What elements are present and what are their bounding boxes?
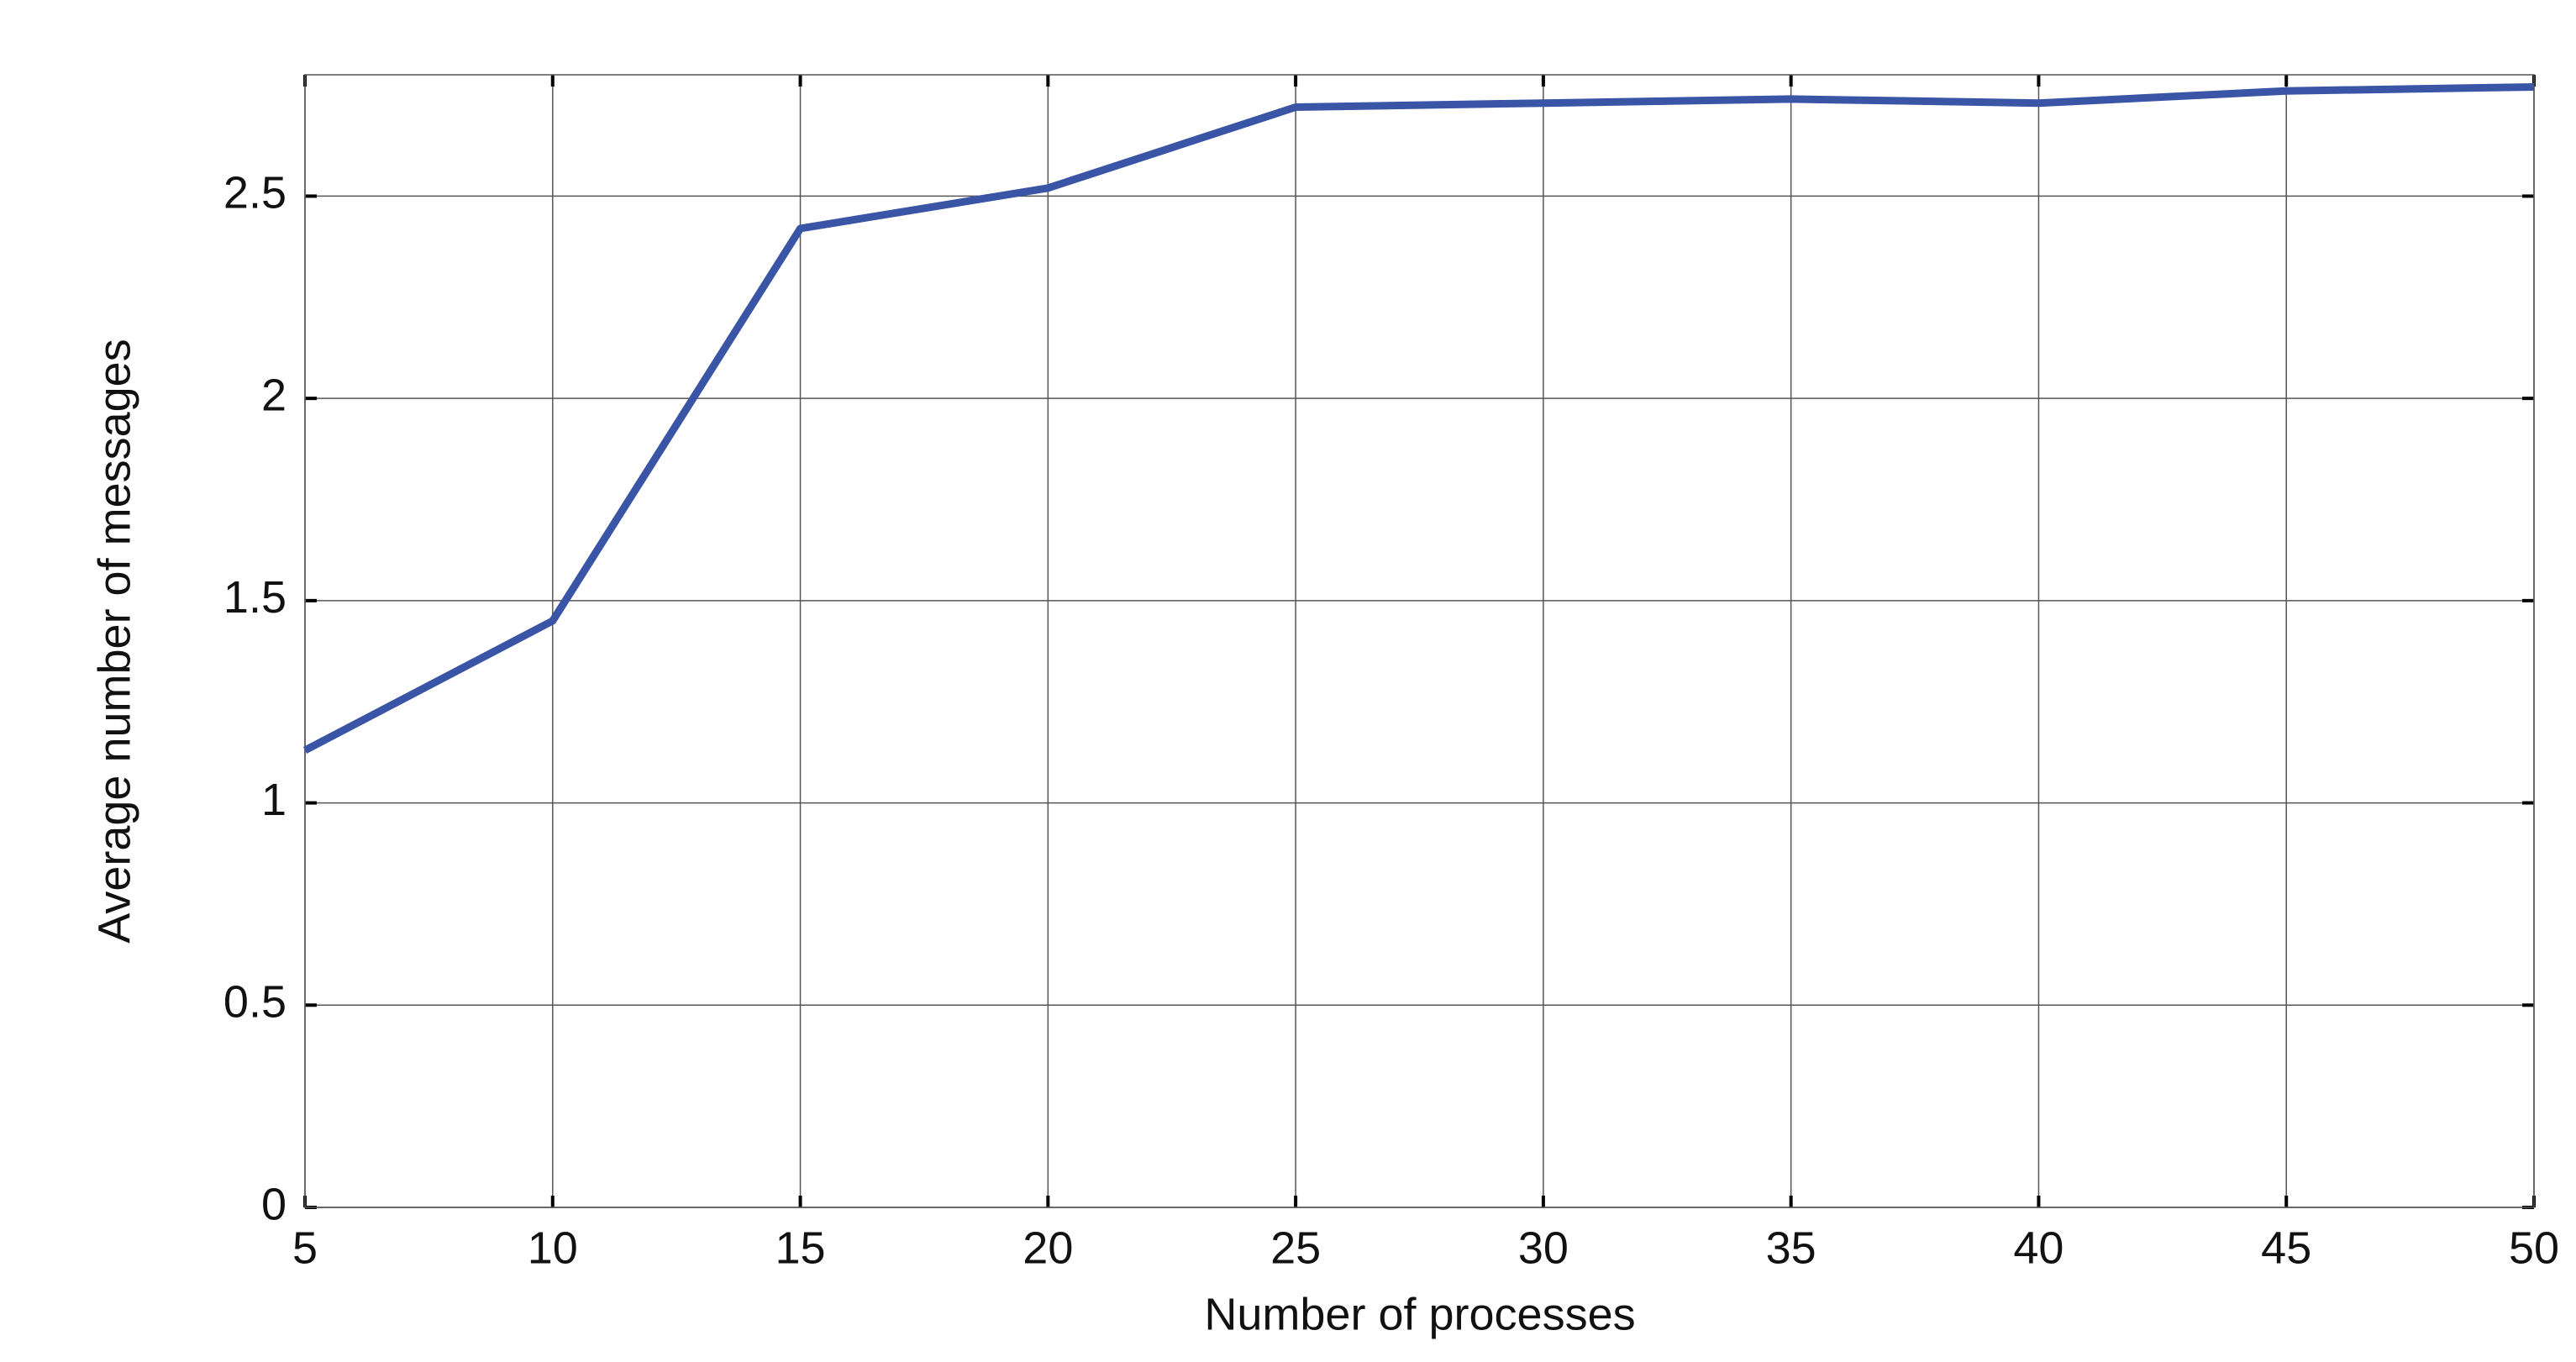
y-tick-label: 1.5 bbox=[223, 572, 287, 623]
plot-frame bbox=[304, 74, 2535, 1208]
x-axis-label: Number of processes bbox=[1204, 1289, 1635, 1339]
x-tick-label: 50 bbox=[2509, 1223, 2559, 1273]
y-tick-label: 0.5 bbox=[223, 977, 287, 1028]
y-tick-label: 2.5 bbox=[223, 168, 287, 218]
y-axis-label: Average number of messages bbox=[89, 339, 139, 943]
x-tick-label: 20 bbox=[1023, 1223, 1073, 1273]
plot-area bbox=[305, 75, 2534, 1207]
x-tick-label: 15 bbox=[775, 1223, 826, 1273]
y-tick-label: 0 bbox=[261, 1179, 287, 1229]
x-tick-label: 35 bbox=[1766, 1223, 1816, 1273]
y-tick-label: 2 bbox=[261, 370, 287, 420]
data-line bbox=[302, 82, 2535, 754]
x-tick-label: 30 bbox=[1518, 1223, 1569, 1273]
x-tick-label: 45 bbox=[2261, 1223, 2311, 1273]
x-tick-label: 40 bbox=[2013, 1223, 2063, 1273]
x-tick-label: 10 bbox=[528, 1223, 578, 1273]
x-tick-label: 25 bbox=[1270, 1223, 1321, 1273]
y-tick-label: 1 bbox=[261, 775, 287, 825]
x-tick-label: 5 bbox=[292, 1223, 318, 1273]
